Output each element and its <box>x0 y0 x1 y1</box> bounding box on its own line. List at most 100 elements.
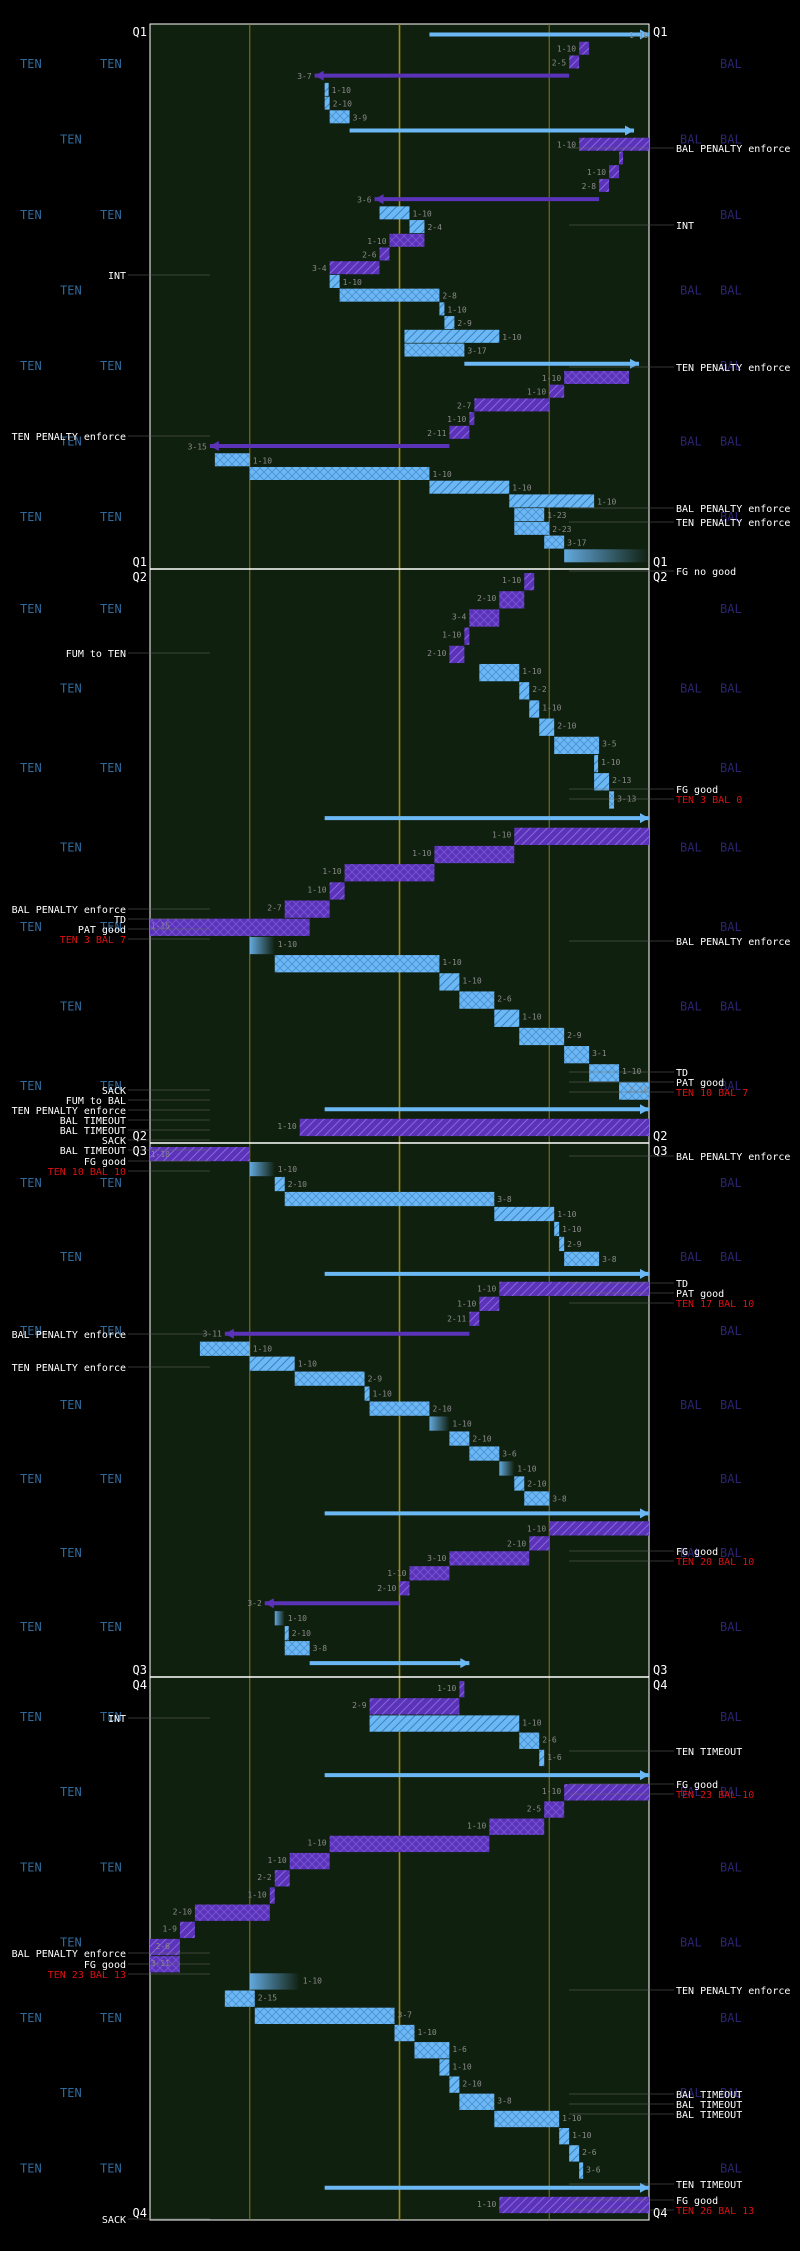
play-kick-arrowhead <box>630 358 640 369</box>
play-down-label: 3-9 <box>353 113 368 122</box>
side-team-label-home: TEN <box>100 1710 122 1724</box>
quarter-end-label: Q1 <box>133 555 147 569</box>
play-down-label: 3-5 <box>602 740 617 749</box>
side-team-label-home: TEN <box>100 1176 122 1190</box>
play-down-label: 2-9 <box>567 1031 582 1040</box>
side-team-label-home: TEN <box>100 1324 122 1338</box>
event-annotation-left: BAL PENALTY enforce <box>12 1949 126 1960</box>
play-bar <box>514 1476 525 1491</box>
play-down-label: 3-8 <box>497 1195 512 1204</box>
side-team-label-home: TEN <box>100 602 122 616</box>
play-down-label: 1-10 <box>417 2028 436 2037</box>
play-down-label: 1-10 <box>332 86 351 95</box>
play-down-label: 1-10 <box>542 703 561 712</box>
play-down-label: 3-8 <box>602 1255 617 1264</box>
play-down-label: 2-10 <box>629 1085 648 1094</box>
quarter-label: Q4 <box>133 1678 147 1692</box>
play-bar <box>339 288 440 302</box>
quarter-end-label: Q3 <box>133 1663 147 1677</box>
event-annotation-right: TEN 20 BAL 10 <box>676 1557 754 1568</box>
event-annotation-left: FG good <box>84 1960 126 1971</box>
play-bar <box>249 1356 295 1371</box>
side-team-label-away: BAL <box>720 208 742 222</box>
side-team-label-home: TEN <box>20 1176 42 1190</box>
play-down-label: 2-10 <box>507 1539 526 1548</box>
side-team-label-away: BAL <box>720 1472 742 1486</box>
event-annotation-right: TEN 23 BAL 10 <box>676 1790 754 1801</box>
play-down-label: 1-10 <box>267 1856 286 1865</box>
play-bar <box>439 2059 450 2076</box>
play-down-label: 1-10 <box>512 484 531 493</box>
play-bar <box>269 1887 275 1904</box>
play-down-label: 1-10 <box>278 1165 297 1174</box>
play-down-label: 3-6 <box>586 2165 601 2174</box>
event-annotation-right: TD <box>676 1068 688 1079</box>
play-down-label: 1-10 <box>447 415 466 424</box>
play-down-label: 1-10 <box>432 470 451 479</box>
play-bar <box>414 2042 450 2059</box>
event-annotation-right: TEN 10 BAL 7 <box>676 1088 748 1099</box>
play-down-label: 1-10 <box>562 1225 581 1234</box>
play-bar <box>569 2145 580 2162</box>
play-down-label: 1-10 <box>387 1569 406 1578</box>
play-bar <box>469 412 475 426</box>
play-bar <box>459 1681 465 1698</box>
play-bar <box>469 1446 500 1461</box>
quarter-end-label: Q4 <box>653 2206 667 2220</box>
side-team-label-away: BAL <box>720 2011 742 2025</box>
event-annotation-right: BAL TIMEOUT <box>676 2090 742 2101</box>
play-bar <box>449 645 465 664</box>
event-annotation-left: TEN 23 BAL 13 <box>48 1970 126 1981</box>
play-down-label: 1-10 <box>442 958 461 967</box>
play-kick-arrowhead <box>374 194 384 205</box>
play-bar <box>519 1027 565 1046</box>
event-annotation-right: BAL TIMEOUT <box>676 2100 742 2111</box>
event-annotation-left: PAT good <box>78 925 126 936</box>
play-bar <box>274 1176 285 1192</box>
side-team-label-away: BAL <box>680 435 702 449</box>
play-bar <box>459 2093 495 2110</box>
play-down-label: 1-6 <box>547 1753 562 1762</box>
side-team-label-away: BAL <box>720 2086 742 2100</box>
quarter-label: Q3 <box>653 1144 667 1158</box>
play-down-label: 2-10 <box>472 1434 491 1443</box>
play-kick-arrowhead <box>264 1598 274 1609</box>
play-bar <box>549 384 565 398</box>
play-down-label: 2-6 <box>497 994 512 1003</box>
play-bar <box>559 1236 565 1252</box>
side-team-label-home: TEN <box>60 841 82 855</box>
side-team-label-away: BAL <box>680 1936 702 1950</box>
side-team-label-home: TEN <box>60 1398 82 1412</box>
event-annotation-right: PAT good <box>676 1078 724 1089</box>
event-annotation-left: BAL TIMEOUT <box>60 1126 126 1137</box>
side-team-label-home: TEN <box>20 2011 42 2025</box>
event-annotation-right: TEN PENALTY enforce <box>676 1986 790 1997</box>
play-bar <box>514 827 649 845</box>
play-bar <box>449 425 470 439</box>
side-team-label-away: BAL <box>680 2086 702 2100</box>
side-team-label-home: TEN <box>100 510 122 524</box>
side-team-label-home: TEN <box>60 284 82 298</box>
play-bar <box>404 329 500 343</box>
play-bar <box>369 1715 520 1732</box>
side-team-label-away: BAL <box>720 1860 742 1874</box>
play-down-label: 1-10 <box>322 867 341 876</box>
play-bar <box>274 1870 290 1887</box>
play-bar <box>364 1386 370 1401</box>
side-team-label-home: TEN <box>60 2086 82 2100</box>
play-bar <box>594 773 610 791</box>
play-bar <box>150 918 310 936</box>
play-bar <box>409 220 425 234</box>
side-team-label-home: TEN <box>100 1079 122 1093</box>
side-team-label-away: BAL <box>720 1710 742 1724</box>
play-down-label: 3-7 <box>398 2011 413 2020</box>
play-down-label: 1-10 <box>462 976 481 985</box>
event-annotation-left: TEN 10 BAL 10 <box>48 1167 126 1178</box>
play-bar <box>434 845 515 864</box>
play-bar <box>519 682 530 700</box>
quarter-end-label: Q2 <box>653 1129 667 1143</box>
side-team-label-away: BAL <box>680 133 702 147</box>
event-annotation-right: TEN 3 BAL 0 <box>676 795 742 806</box>
play-down-label: 1-10 <box>467 1822 486 1831</box>
play-down-label: 1-10 <box>452 1419 471 1428</box>
